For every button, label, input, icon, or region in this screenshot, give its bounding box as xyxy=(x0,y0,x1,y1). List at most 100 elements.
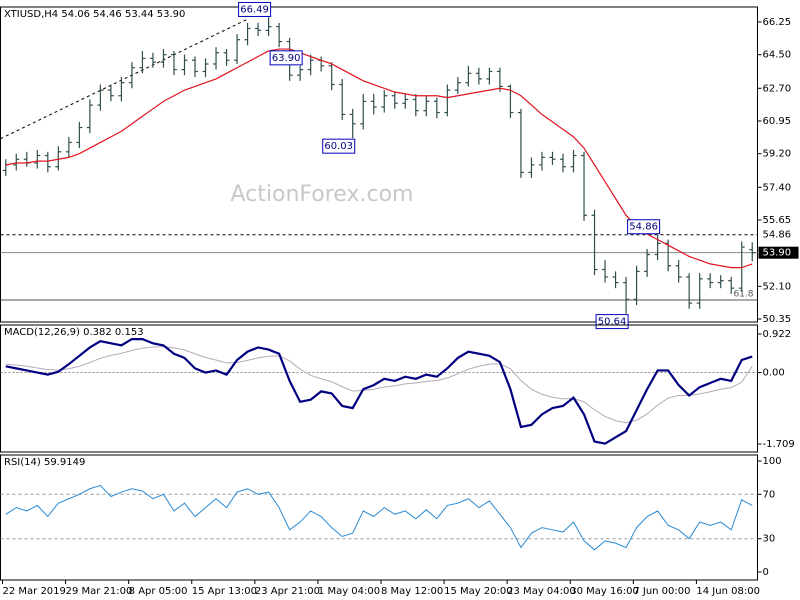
level-label-box xyxy=(758,246,799,259)
price-bar xyxy=(517,108,524,178)
price-bar xyxy=(265,17,272,36)
extreme-box xyxy=(269,50,303,66)
price-bar xyxy=(128,62,135,89)
panel-frame xyxy=(0,6,758,323)
y-tick-label: 52.10 xyxy=(763,281,792,292)
price-bar xyxy=(328,62,335,91)
price-bar xyxy=(454,77,461,94)
y-tick-label: 0.00 xyxy=(763,368,785,379)
price-bar xyxy=(149,52,156,68)
panel-title: XTIUSD,H4 54.06 54.46 53.44 53.90 xyxy=(4,9,185,20)
extreme-box xyxy=(627,219,661,235)
panel-frame xyxy=(0,454,758,581)
y-tick-label: 59.20 xyxy=(763,149,792,160)
price-bar xyxy=(728,276,735,294)
price-bar xyxy=(738,241,745,292)
extreme-label: 54.86 xyxy=(629,222,658,233)
price-bar xyxy=(412,93,419,117)
extreme-label: 60.03 xyxy=(324,141,353,152)
x-tick-label: 8 May 12:00 xyxy=(381,586,443,597)
price-bar xyxy=(139,50,146,74)
extreme-label: 50.64 xyxy=(598,317,627,328)
price-bar xyxy=(223,49,230,66)
price-bar xyxy=(297,65,304,81)
price-bar xyxy=(86,99,93,134)
watermark: ActionForex.com xyxy=(231,182,414,207)
price-bar xyxy=(465,65,472,87)
x-tick-label: 14 Jun 08:00 xyxy=(696,586,760,597)
panel-frame xyxy=(0,324,758,453)
price-bar xyxy=(339,78,346,121)
y-tick-label: 0 xyxy=(763,567,769,578)
price-bar xyxy=(44,151,51,173)
x-tick-label: 15 May 20:00 xyxy=(444,586,513,597)
price-bar xyxy=(675,260,682,283)
fib-label: 61.8 xyxy=(733,289,753,299)
price-bar xyxy=(602,260,609,283)
price-bar xyxy=(749,242,756,262)
price-bar xyxy=(160,49,167,68)
price-bar xyxy=(234,34,241,64)
price-bar xyxy=(349,108,356,139)
x-tick-label: 23 May 04:00 xyxy=(507,586,576,597)
x-tick-label: 30 May 16:00 xyxy=(570,586,639,597)
panel-title: RSI(14) 59.9149 xyxy=(4,457,85,468)
x-tick-label: 15 Apr 13:00 xyxy=(192,586,257,597)
y-tick-label: 64.50 xyxy=(763,50,792,61)
price-bar xyxy=(444,84,451,117)
extreme-label: 63.90 xyxy=(272,53,301,64)
price-bar xyxy=(97,84,104,111)
y-tick-label: 70 xyxy=(763,489,776,500)
price-bar xyxy=(612,271,619,289)
price-bar xyxy=(65,136,72,158)
price-bar xyxy=(538,151,545,171)
y-tick-label: 0.922 xyxy=(763,329,792,340)
price-bar xyxy=(696,273,703,309)
extreme-box xyxy=(322,138,356,154)
x-tick-label: 7 Jun 00:00 xyxy=(633,586,690,597)
x-tick-label: 22 Mar 2019 xyxy=(3,586,66,597)
price-bar xyxy=(255,22,262,36)
price-bar xyxy=(528,157,535,178)
panel-title: MACD(12,26,9) 0.382 0.153 xyxy=(4,327,144,338)
price-bar xyxy=(181,54,188,76)
price-bar xyxy=(192,56,199,78)
price-bar xyxy=(360,93,367,130)
y-tick-label: 66.25 xyxy=(763,17,792,28)
macd-line xyxy=(5,337,753,445)
price-bar xyxy=(170,50,177,76)
level-label: 54.86 xyxy=(763,230,792,241)
price-bar xyxy=(34,149,41,169)
price-bar xyxy=(55,146,62,171)
price-bar xyxy=(475,67,482,85)
x-tick-label: 8 Apr 05:00 xyxy=(129,586,188,597)
y-tick-label: 62.70 xyxy=(763,83,792,94)
y-tick-label: 55.65 xyxy=(763,215,792,226)
price-bar xyxy=(276,22,283,48)
price-bar xyxy=(633,265,640,305)
price-bar xyxy=(686,273,693,309)
price-bar xyxy=(559,153,566,173)
y-tick-label: -1.709 xyxy=(763,439,795,450)
rsi-line xyxy=(5,484,753,551)
moving-average xyxy=(5,48,753,269)
price-bar xyxy=(13,153,20,171)
y-tick-label: 60.95 xyxy=(763,116,792,127)
x-tick-label: 29 Mar 21:00 xyxy=(66,586,133,597)
x-tick-label: 23 Apr 21:00 xyxy=(255,586,320,597)
extreme-label: 66.49 xyxy=(240,4,269,15)
price-bar xyxy=(423,95,430,117)
price-bar xyxy=(402,93,409,109)
price-bar xyxy=(202,58,209,78)
price-bar xyxy=(244,22,251,46)
price-bar xyxy=(76,121,83,149)
price-bar xyxy=(381,90,388,113)
price-bar xyxy=(307,54,314,76)
price-bar xyxy=(570,149,577,173)
price-bar xyxy=(717,275,724,289)
price-bar xyxy=(118,77,125,102)
price-bar xyxy=(370,93,377,115)
y-tick-label: 50.35 xyxy=(763,314,792,325)
extreme-box xyxy=(238,1,272,17)
